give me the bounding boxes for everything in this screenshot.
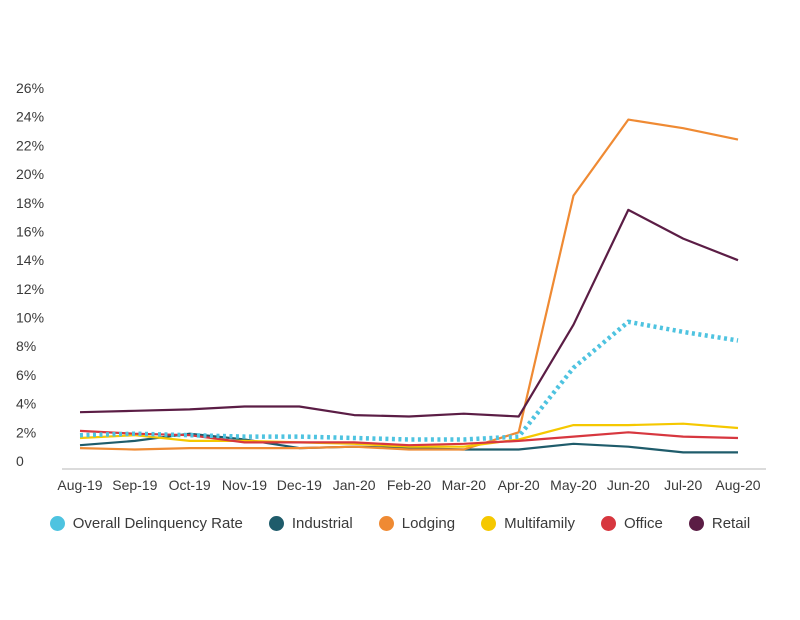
y-tick-label: 24% — [16, 109, 44, 125]
y-tick-label: 2% — [16, 424, 36, 440]
y-tick-label: 16% — [16, 223, 44, 239]
series-line-industrial — [79, 432, 738, 454]
legend-label: Industrial — [291, 515, 353, 532]
legend-swatch — [688, 516, 704, 531]
x-tick-label: Aug-20 — [715, 477, 760, 493]
x-tick-label: May-20 — [550, 477, 597, 493]
legend-item: Overall Delinquency Rate — [49, 515, 243, 532]
series-line-office — [79, 429, 739, 447]
x-tick-label: Apr-20 — [498, 477, 540, 493]
series-lines — [79, 118, 739, 454]
x-tick-label: Oct-19 — [169, 477, 211, 493]
y-tick-label: 4% — [16, 396, 36, 412]
x-tick-label: Nov-19 — [222, 477, 267, 493]
y-tick-label: 14% — [16, 252, 44, 268]
y-tick-label: 26% — [16, 80, 44, 96]
y-tick-label: 18% — [16, 195, 44, 211]
legend-label: Retail — [711, 515, 751, 532]
legend-swatch — [49, 516, 65, 531]
x-tick-label: Jun-20 — [607, 477, 650, 493]
x-tick-label: Feb-20 — [387, 477, 432, 493]
legend-item: Lodging — [378, 515, 456, 532]
legend-swatch — [481, 516, 497, 531]
y-tick-label: 20% — [16, 166, 44, 182]
series-line-lodging — [79, 118, 739, 451]
y-tick-label: 8% — [16, 338, 36, 354]
legend-swatch — [268, 516, 284, 531]
legend-swatch — [600, 516, 616, 531]
x-tick-label: Jul-20 — [664, 477, 702, 493]
series-line-retail — [79, 208, 739, 418]
legend-label: Lodging — [401, 515, 456, 532]
x-axis-ticks: Aug-19 Sep-19 Oct-19 Nov-19 Dec-19 Jan-20 Feb-… — [57, 477, 760, 493]
x-tick-label: Dec-19 — [277, 477, 322, 493]
legend-item: Retail — [688, 515, 751, 532]
y-tick-label: 6% — [16, 367, 36, 383]
legend-item: Multifamily — [481, 515, 575, 532]
legend-item: Industrial — [268, 515, 353, 532]
legend-item: Office — [600, 515, 663, 532]
legend-swatch — [378, 516, 394, 531]
x-tick-label: Mar-20 — [442, 477, 487, 493]
x-tick-label: Sep-19 — [112, 477, 157, 493]
line-chart: 0 2% 4% 6% 8% 10% 12% 14% 16% 18% 20% 22% 24% 26% Aug… — [16, 80, 766, 493]
y-tick-label: 22% — [16, 137, 44, 153]
series-line-multifamily — [79, 422, 739, 448]
y-tick-label: 0 — [16, 453, 24, 469]
legend-label: Multifamily — [504, 515, 575, 532]
legend-label: Office — [623, 515, 663, 532]
x-tick-label: Aug-19 — [57, 477, 102, 493]
y-axis-ticks: 0 2% 4% 6% 8% 10% 12% 14% 16% 18% 20% 22% 24% 26% — [16, 80, 44, 469]
y-tick-label: 12% — [16, 281, 44, 297]
legend: Overall Delinquency Rate Industrial Lodgin… — [0, 515, 800, 532]
x-tick-label: Jan-20 — [333, 477, 376, 493]
legend-label: Overall Delinquency Rate — [72, 515, 243, 532]
series-line-overall-delinquency-rate — [79, 319, 739, 442]
y-tick-label: 10% — [16, 310, 44, 326]
